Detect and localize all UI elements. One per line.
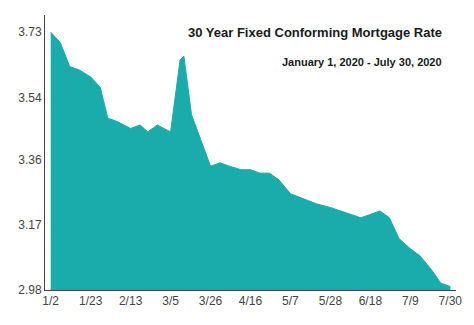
svg-text:2.98: 2.98 xyxy=(18,283,42,297)
svg-text:2/13: 2/13 xyxy=(119,294,143,308)
svg-text:3/5: 3/5 xyxy=(162,294,179,308)
svg-text:3.17: 3.17 xyxy=(18,218,42,232)
svg-text:3.36: 3.36 xyxy=(18,153,42,167)
svg-text:30 Year Fixed Conforming Mortg: 30 Year Fixed Conforming Mortgage Rate xyxy=(188,25,442,40)
svg-text:7/30: 7/30 xyxy=(439,294,463,308)
svg-text:5/7: 5/7 xyxy=(282,294,299,308)
svg-text:3.54: 3.54 xyxy=(18,91,42,105)
svg-text:January 1, 2020 - July 30, 202: January 1, 2020 - July 30, 2020 xyxy=(282,56,442,68)
svg-text:5/28: 5/28 xyxy=(319,294,343,308)
svg-text:4/16: 4/16 xyxy=(239,294,263,308)
svg-text:3.73: 3.73 xyxy=(18,25,42,39)
svg-text:1/2: 1/2 xyxy=(42,294,59,308)
svg-text:1/23: 1/23 xyxy=(79,294,103,308)
svg-text:6/18: 6/18 xyxy=(359,294,383,308)
svg-text:7/9: 7/9 xyxy=(402,294,419,308)
svg-text:3/26: 3/26 xyxy=(199,294,223,308)
